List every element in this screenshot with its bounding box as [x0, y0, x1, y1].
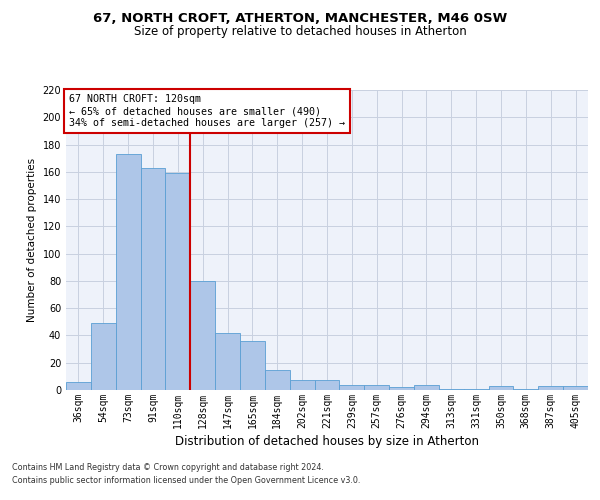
Bar: [414, 384, 439, 390]
Bar: [364, 384, 389, 390]
Y-axis label: Number of detached properties: Number of detached properties: [27, 158, 37, 322]
Text: Contains HM Land Registry data © Crown copyright and database right 2024.: Contains HM Land Registry data © Crown c…: [12, 464, 324, 472]
Text: Contains public sector information licensed under the Open Government Licence v3: Contains public sector information licen…: [12, 476, 361, 485]
Bar: [314, 380, 340, 390]
X-axis label: Distribution of detached houses by size in Atherton: Distribution of detached houses by size …: [175, 435, 479, 448]
Bar: [190, 281, 215, 390]
Bar: [66, 382, 91, 390]
Bar: [389, 388, 414, 390]
Bar: [538, 386, 563, 390]
Bar: [340, 384, 364, 390]
Text: Size of property relative to detached houses in Atherton: Size of property relative to detached ho…: [134, 25, 466, 38]
Bar: [140, 168, 166, 390]
Bar: [439, 388, 464, 390]
Bar: [563, 386, 588, 390]
Bar: [116, 154, 140, 390]
Bar: [215, 332, 240, 390]
Bar: [265, 370, 290, 390]
Bar: [290, 380, 314, 390]
Bar: [514, 388, 538, 390]
Text: 67 NORTH CROFT: 120sqm
← 65% of detached houses are smaller (490)
34% of semi-de: 67 NORTH CROFT: 120sqm ← 65% of detached…: [68, 94, 344, 128]
Text: 67, NORTH CROFT, ATHERTON, MANCHESTER, M46 0SW: 67, NORTH CROFT, ATHERTON, MANCHESTER, M…: [93, 12, 507, 26]
Bar: [464, 388, 488, 390]
Bar: [488, 386, 514, 390]
Bar: [91, 323, 116, 390]
Bar: [166, 173, 190, 390]
Bar: [240, 341, 265, 390]
